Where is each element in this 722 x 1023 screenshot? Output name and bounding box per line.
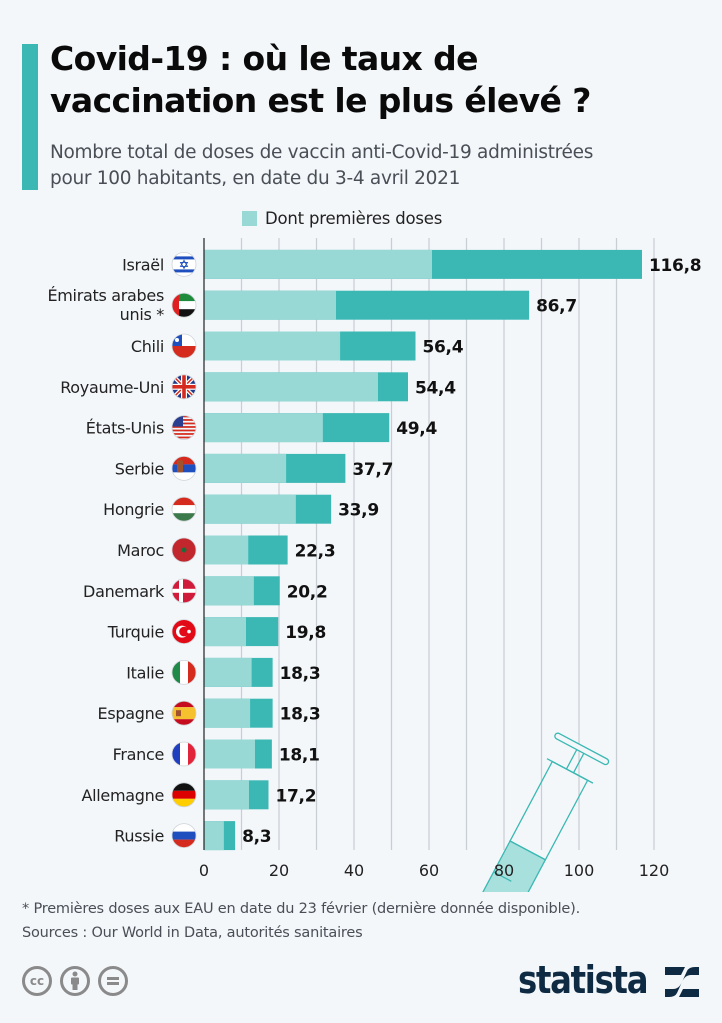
flag-serbia-icon [171, 455, 197, 481]
bar-first-doses [204, 535, 249, 565]
category-label: Serbie [115, 459, 164, 478]
data-label: 56,4 [423, 338, 464, 358]
x-tick-label: 80 [494, 861, 514, 880]
data-label: 19,8 [285, 623, 326, 643]
category-label: États-Unis [86, 419, 164, 438]
category-label: Maroc [117, 541, 164, 560]
flag-hungary-icon [171, 496, 197, 522]
data-label: 17,2 [276, 786, 317, 806]
bar-first-doses [204, 617, 246, 647]
bar-first-doses [204, 821, 224, 851]
legend-swatch-first-doses [242, 211, 257, 226]
flag-uae-icon [171, 292, 197, 318]
statista-mark-icon [665, 967, 699, 997]
bar-first-doses [204, 372, 378, 402]
no-derivatives-icon[interactable] [98, 966, 128, 996]
flag-turkey-icon [171, 619, 197, 645]
x-tick-label: 120 [639, 861, 670, 880]
category-label: France [113, 745, 164, 764]
footnote-note: * Premières doses aux EAU en date du 23 … [22, 901, 580, 917]
flag-chile-icon [171, 333, 197, 359]
x-tick-label: 40 [344, 861, 364, 880]
category-label: Émirats arabes [47, 286, 164, 305]
category-label: Danemark [83, 582, 165, 601]
flag-spain-icon [171, 700, 197, 726]
bar-first-doses [204, 331, 341, 361]
data-label: 33,9 [338, 501, 379, 521]
cc-icon[interactable]: cc [22, 966, 52, 996]
legend: Dont premières doses [242, 209, 442, 228]
flag-uk-icon [171, 374, 197, 400]
x-tick-label: 0 [199, 861, 209, 880]
bar-first-doses [204, 657, 252, 687]
flags [171, 252, 197, 848]
flag-italy-icon [171, 659, 197, 685]
flag-germany-icon [171, 782, 197, 808]
title-line-1: Covid-19 : où le taux de [50, 39, 478, 78]
bar-first-doses [204, 413, 323, 443]
statista-logo[interactable]: statista [518, 958, 699, 1002]
data-label: 37,7 [352, 460, 393, 480]
legend-label: Dont premières doses [265, 209, 443, 228]
chart-subtitle: Nombre total de doses de vaccin anti-Cov… [50, 140, 720, 192]
flag-usa-icon [171, 415, 197, 441]
title-accent-bar [22, 44, 38, 190]
category-label: Espagne [98, 704, 164, 723]
data-label: 20,2 [287, 582, 328, 602]
flag-morocco-icon [171, 537, 197, 563]
data-label: 49,4 [396, 419, 437, 439]
data-label: 116,8 [649, 256, 701, 276]
bar-first-doses [204, 249, 432, 279]
bar-first-doses [204, 290, 336, 320]
bar-first-doses [204, 698, 251, 728]
category-label: Chili [131, 337, 164, 356]
footnote: * Premières doses aux EAU en date du 23 … [22, 897, 580, 945]
data-label: 22,3 [295, 542, 336, 562]
bar-first-doses [204, 494, 296, 524]
bar-first-doses [204, 780, 249, 810]
attribution-icon[interactable] [60, 966, 90, 996]
flag-israel-icon [171, 252, 197, 277]
data-label: 8,3 [242, 827, 271, 847]
title-line-2: vaccination est le plus élevé ? [50, 81, 591, 120]
x-axis-ticks: 0 20 40 60 80 100 120 [199, 861, 669, 880]
category-label: Hongrie [103, 500, 164, 519]
flag-russia-icon [171, 823, 197, 848]
statista-wordmark: statista [518, 958, 649, 1002]
category-label: Turquie [107, 623, 164, 642]
license-icons[interactable]: cc [22, 966, 128, 996]
data-labels: 116,8 86,7 56,4 54,4 49,4 37,7 33,9 22,3 20,2 19,… [242, 256, 701, 847]
category-label: Italie [126, 663, 164, 682]
data-label: 18,3 [280, 664, 321, 684]
bar-first-doses [204, 576, 254, 606]
bar-first-doses [204, 453, 287, 483]
category-label: Russie [114, 827, 164, 846]
subtitle-line-2: pour 100 habitants, en date du 3-4 avril… [50, 168, 461, 189]
flag-france-icon [171, 741, 197, 767]
category-label: Allemagne [81, 786, 164, 805]
category-label: Royaume-Uni [60, 378, 164, 397]
syringe-illustration [462, 732, 610, 892]
bars [204, 249, 642, 851]
bar-first-doses [204, 739, 255, 769]
category-label: Israël [122, 255, 164, 274]
x-tick-label: 60 [419, 861, 439, 880]
footnote-sources: Sources : Our World in Data, autorités s… [22, 925, 363, 941]
x-tick-label: 100 [564, 861, 595, 880]
data-label: 18,1 [279, 746, 320, 766]
subtitle-line-1: Nombre total de doses de vaccin anti-Cov… [50, 142, 594, 163]
x-tick-label: 20 [269, 861, 289, 880]
data-label: 54,4 [415, 378, 456, 398]
data-label: 86,7 [536, 297, 577, 317]
data-label: 18,3 [280, 705, 321, 725]
chart-title: Covid-19 : où le taux de vaccination est… [50, 38, 710, 122]
category-label: unis * [120, 305, 165, 324]
flag-denmark-icon [171, 578, 197, 604]
